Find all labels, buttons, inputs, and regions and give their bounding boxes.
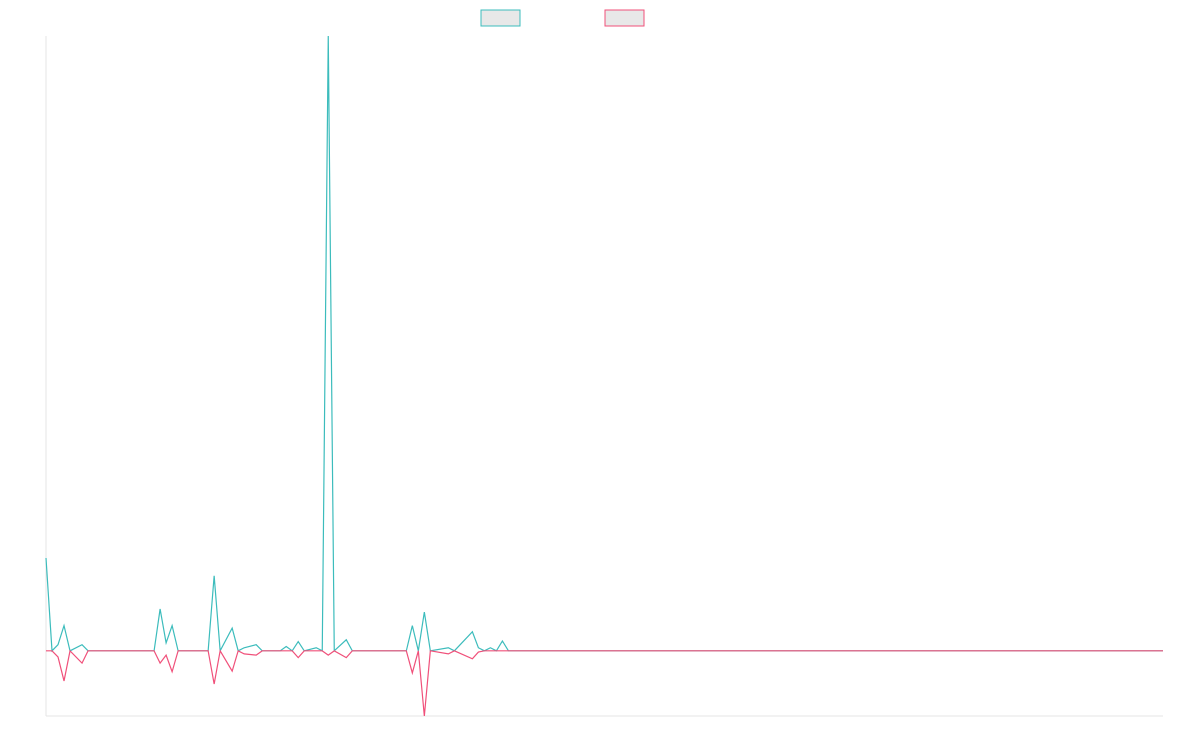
legend-swatch[interactable]	[480, 9, 521, 27]
legend-swatch[interactable]	[604, 9, 645, 27]
series-line	[45, 35, 1163, 653]
series-line	[46, 649, 1163, 717]
